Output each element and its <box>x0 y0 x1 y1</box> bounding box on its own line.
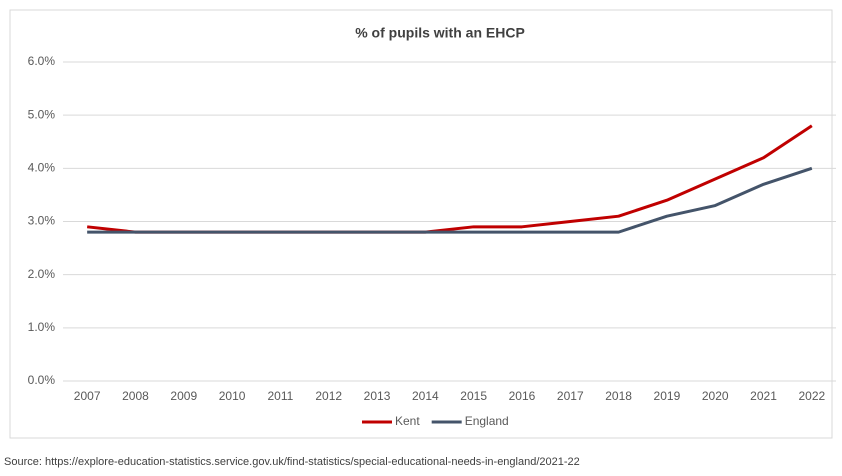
y-tick-label: 6.0% <box>28 54 56 68</box>
x-tick-label: 2011 <box>268 389 294 403</box>
y-tick-label: 4.0% <box>28 161 56 175</box>
y-tick-label: 2.0% <box>28 267 56 281</box>
x-tick-label: 2014 <box>412 389 439 403</box>
x-tick-label: 2010 <box>219 389 246 403</box>
x-tick-label: 2009 <box>170 389 197 403</box>
x-tick-label: 2015 <box>460 389 487 403</box>
chart-title: % of pupils with an EHCP <box>355 25 525 41</box>
y-tick-label: 1.0% <box>28 320 56 334</box>
legend-label: England <box>465 414 509 428</box>
x-tick-label: 2016 <box>509 389 536 403</box>
series-line <box>87 166 813 234</box>
x-tick-label: 2022 <box>798 389 825 403</box>
x-tick-label: 2020 <box>702 389 729 403</box>
y-tick-label: 0.0% <box>28 373 56 387</box>
legend-label: Kent <box>395 414 420 428</box>
y-tick-label: 5.0% <box>28 107 56 121</box>
x-tick-label: 2012 <box>315 389 342 403</box>
x-tick-label: 2018 <box>605 389 632 403</box>
x-tick-label: 2019 <box>654 389 681 403</box>
source-note: Source: https://explore-education-statis… <box>4 456 580 468</box>
x-tick-label: 2017 <box>557 389 584 403</box>
x-tick-label: 2021 <box>750 389 777 403</box>
x-tick-label: 2007 <box>74 389 101 403</box>
x-tick-label: 2008 <box>122 389 149 403</box>
y-tick-label: 3.0% <box>28 214 56 228</box>
chart-frame <box>9 9 833 439</box>
x-tick-label: 2013 <box>364 389 391 403</box>
